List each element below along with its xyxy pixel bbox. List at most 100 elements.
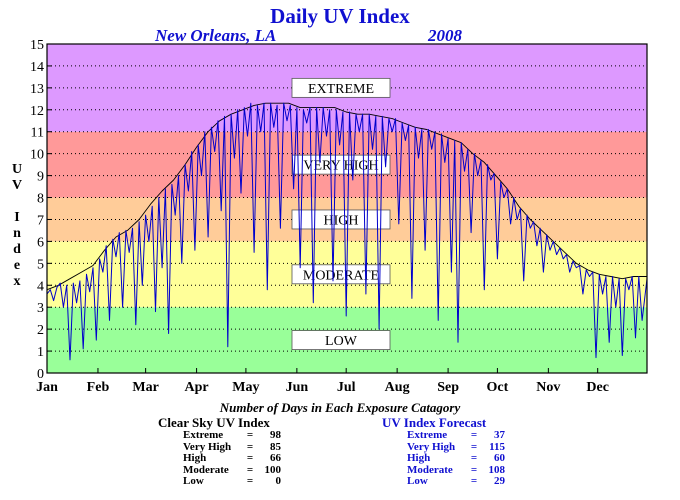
x-tick-label: Nov [536, 380, 560, 395]
count-value: 0 [275, 475, 282, 487]
y-tick-label: 11 [31, 126, 44, 141]
x-tick-label: Jul [337, 380, 356, 395]
equals-sign: = [246, 429, 254, 441]
band-label-low: LOW [291, 330, 391, 351]
band-label-very-high: VERY HIGH [291, 154, 391, 175]
y-label-char: d [13, 242, 21, 257]
equals-sign: = [470, 429, 478, 441]
chart-title: Daily UV Index [270, 4, 410, 28]
count-value: 66 [270, 452, 281, 464]
forecast-row-extreme: Extreme = 37 [407, 429, 505, 442]
clear_sky-row-extreme: Extreme = 98 [183, 429, 281, 442]
count-value: 29 [494, 475, 505, 487]
y-label-char: n [13, 226, 21, 241]
equals-sign: = [470, 440, 478, 453]
plot-frame [46, 43, 648, 374]
clear_sky-row-low: Low = 0 [183, 475, 282, 488]
y-tick-label: 5 [37, 257, 44, 272]
y-tick-label: 6 [37, 235, 44, 250]
count-value: 37 [494, 429, 505, 441]
equals-sign: = [470, 452, 478, 464]
series-layer [46, 102, 648, 361]
series-line-forecast [46, 102, 648, 361]
location-label: New Orleans, LA [155, 26, 277, 45]
x-tick-label: May [232, 380, 259, 395]
x-tick-label: Oct [487, 380, 509, 395]
forecast-row-high: High = 60 [407, 452, 505, 465]
count-value: 108 [488, 463, 506, 476]
y-tick-label: 3 [37, 301, 44, 316]
band-label-moderate: MODERATE [291, 264, 391, 285]
equals-sign: = [470, 463, 478, 476]
y-tick-label: 14 [30, 60, 44, 75]
count-value: 60 [494, 452, 505, 464]
count-value: 100 [264, 463, 282, 476]
count-label: Very High [407, 440, 456, 453]
x-tick-label: Aug [385, 380, 410, 395]
band-label-box [291, 209, 391, 230]
count-value: 85 [270, 440, 281, 453]
y-tick-label: 9 [37, 170, 44, 185]
y-tick-label: 13 [30, 82, 44, 97]
equals-sign: = [246, 475, 254, 487]
series-line-clear-sky [46, 102, 647, 291]
count-label: High [183, 452, 207, 464]
clear-sky-counts: Clear Sky UV Index Extreme = 98 Very High = 8… [158, 415, 282, 488]
count-label: High [407, 452, 431, 464]
band-label-text: HIGH [324, 213, 359, 228]
y-label-char: U [11, 162, 23, 177]
counts-heading: Number of Days in Each Exposure Catagory [219, 400, 461, 415]
equals-sign: = [246, 452, 254, 464]
equals-sign: = [470, 475, 478, 487]
y-tick-label: 1 [37, 345, 44, 360]
band-label-extreme: EXTREME [291, 77, 391, 98]
band-label-text: MODERATE [303, 268, 379, 283]
x-tick-label: Jun [286, 380, 309, 395]
year-label: 2008 [428, 26, 462, 45]
band-label-box [291, 330, 391, 351]
clear_sky-row-very-high: Very High = 85 [183, 440, 281, 454]
count-value: 115 [489, 440, 505, 453]
count-label: Very High [183, 440, 232, 453]
forecast-counts: UV Index Forecast Extreme = 37 Very High = 11… [382, 415, 506, 488]
x-tick-label: Sep [437, 380, 459, 395]
count-value: 98 [270, 429, 281, 441]
y-label-char: e [13, 258, 21, 273]
x-tick-label: Apr [185, 380, 209, 395]
x-tick-label: Mar [132, 380, 158, 395]
forecast-row-very-high: Very High = 115 [407, 440, 505, 454]
y-tick-label: 4 [37, 279, 44, 294]
clear_sky-row-high: High = 66 [183, 452, 281, 465]
y-label-char: x [13, 274, 21, 289]
equals-sign: = [246, 440, 254, 453]
y-tick-label: 15 [30, 38, 44, 53]
band-label-box [291, 77, 391, 98]
x-tick-label: Jan [36, 380, 58, 395]
band-label-text: EXTREME [308, 82, 374, 97]
band-label-box [291, 154, 391, 175]
count-label: Extreme [407, 429, 448, 441]
count-label: Low [183, 475, 204, 487]
band-label-high: HIGH [291, 209, 391, 230]
count-label: Low [407, 475, 428, 487]
x-tick-label: Dec [586, 380, 609, 395]
y-tick-label: 2 [37, 323, 44, 338]
y-tick-label: 7 [37, 213, 44, 228]
forecast-row-low: Low = 29 [407, 475, 505, 488]
count-label: Moderate [407, 463, 453, 476]
band-label-text: VERY HIGH [303, 159, 378, 174]
count-label: Moderate [183, 463, 229, 476]
clear-sky-heading: Clear Sky UV Index [158, 415, 270, 430]
y-tick-label: 12 [30, 104, 44, 119]
equals-sign: = [246, 463, 254, 476]
forecast-heading: UV Index Forecast [382, 415, 487, 430]
y-label-char: V [11, 178, 23, 193]
y-label-char: I [14, 210, 20, 225]
y-tick-label: 8 [37, 192, 44, 207]
x-tick-label: Feb [87, 380, 110, 395]
forecast-row-moderate: Moderate = 108 [407, 463, 506, 477]
count-label: Extreme [183, 429, 224, 441]
band-label-text: LOW [325, 334, 358, 349]
